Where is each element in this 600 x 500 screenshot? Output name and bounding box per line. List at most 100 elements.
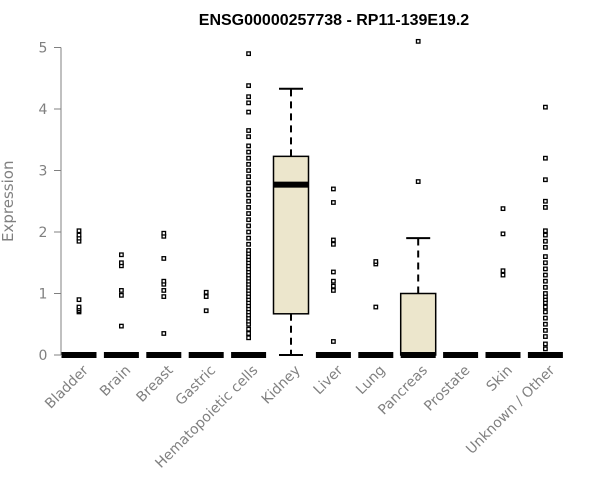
outlier-point: [246, 223, 252, 229]
x-tick-label: Skin: [483, 363, 515, 395]
outlier-point: [543, 232, 548, 238]
outlier-point: [330, 241, 336, 247]
median-line: [400, 352, 436, 358]
x-tick-label: Breast: [133, 362, 177, 406]
outlier-point: [203, 308, 209, 314]
outlier-point: [246, 143, 252, 149]
outlier-point: [119, 252, 124, 258]
outlier-point: [246, 128, 252, 133]
outlier-point: [373, 259, 379, 264]
outlier-point: [330, 288, 336, 293]
outlier-point: [203, 289, 209, 295]
y-axis-title: Expression: [0, 161, 17, 242]
outlier-point: [543, 244, 548, 250]
outlier-point: [246, 248, 252, 253]
plot-area: [61, 38, 563, 358]
outlier-point: [330, 269, 336, 275]
y-axis: 0 1 2 3 4 5: [39, 41, 62, 364]
outlier-point: [161, 331, 167, 336]
outlier-point: [246, 331, 252, 336]
outlier-point: [415, 38, 421, 44]
outlier-point: [543, 238, 548, 244]
outlier-point: [246, 174, 252, 180]
outlier-point: [161, 230, 167, 236]
outlier-point: [246, 198, 252, 204]
y-tick-label: 0: [39, 348, 48, 364]
outlier-point: [543, 177, 548, 183]
outlier-point: [246, 211, 252, 216]
outlier-point: [246, 161, 252, 167]
outlier-point: [161, 278, 167, 284]
outlier-point: [330, 237, 336, 243]
outlier-point: [246, 134, 252, 140]
outlier-point: [119, 288, 124, 293]
outlier-point: [543, 204, 548, 210]
outlier-point: [119, 292, 124, 298]
outlier-point: [246, 168, 252, 173]
outlier-point: [246, 109, 252, 115]
box-gastric: [188, 289, 224, 358]
outlier-point: [246, 192, 252, 198]
outlier-point: [330, 278, 336, 284]
outlier-point: [246, 235, 252, 241]
median-line: [485, 352, 521, 358]
outlier-point: [246, 51, 252, 57]
outlier-point: [543, 260, 548, 266]
median-line: [231, 352, 267, 358]
outlier-point: [543, 291, 548, 296]
median-line: [527, 352, 563, 358]
x-tick-label: Bladder: [42, 362, 92, 412]
outlier-point: [543, 346, 548, 352]
x-tick-label: Prostate: [421, 363, 473, 415]
box-lung: [358, 259, 394, 358]
outlier-point: [246, 180, 252, 186]
outlier-point: [76, 304, 82, 310]
outlier-point: [161, 288, 167, 293]
x-tick-label: Brain: [97, 363, 134, 400]
outlier-point: [543, 284, 548, 290]
outlier-point: [543, 104, 548, 110]
outlier-point: [543, 304, 548, 310]
outlier-point: [76, 228, 82, 234]
outlier-point: [246, 94, 252, 100]
x-tick-label: Liver: [311, 362, 347, 398]
median-line: [188, 352, 224, 358]
outlier-point: [246, 204, 252, 210]
outlier-point: [330, 200, 336, 205]
outlier-point: [543, 278, 548, 284]
outlier-point: [543, 272, 548, 278]
outlier-point: [203, 294, 209, 299]
box-pancreas: [399, 38, 437, 358]
outlier-point: [246, 100, 252, 106]
outlier-point: [330, 283, 336, 289]
outlier-point: [246, 241, 252, 247]
outlier-point: [543, 228, 548, 234]
box-breast: [146, 230, 182, 358]
outlier-point: [330, 186, 336, 192]
outlier-point: [246, 186, 252, 192]
outlier-point: [543, 254, 548, 260]
outlier-point: [246, 83, 252, 89]
box-bladder: [61, 228, 97, 358]
outlier-point: [543, 315, 548, 321]
outlier-point: [119, 260, 124, 266]
outlier-point: [246, 326, 252, 332]
outlier-point: [500, 272, 506, 278]
outlier-point: [161, 294, 167, 299]
x-tick-label: Kidney: [259, 363, 304, 408]
median-line: [443, 352, 479, 358]
outlier-point: [373, 304, 379, 310]
outlier-point: [500, 206, 506, 212]
outlier-point: [76, 232, 82, 238]
outlier-point: [246, 229, 252, 235]
outlier-point: [543, 334, 548, 339]
median-line: [61, 352, 97, 358]
y-tick-label: 4: [39, 102, 48, 118]
y-tick-label: 5: [39, 41, 48, 57]
box-brain: [103, 252, 139, 358]
outlier-point: [246, 155, 252, 161]
box-liver: [315, 186, 351, 358]
outlier-point: [119, 323, 124, 329]
